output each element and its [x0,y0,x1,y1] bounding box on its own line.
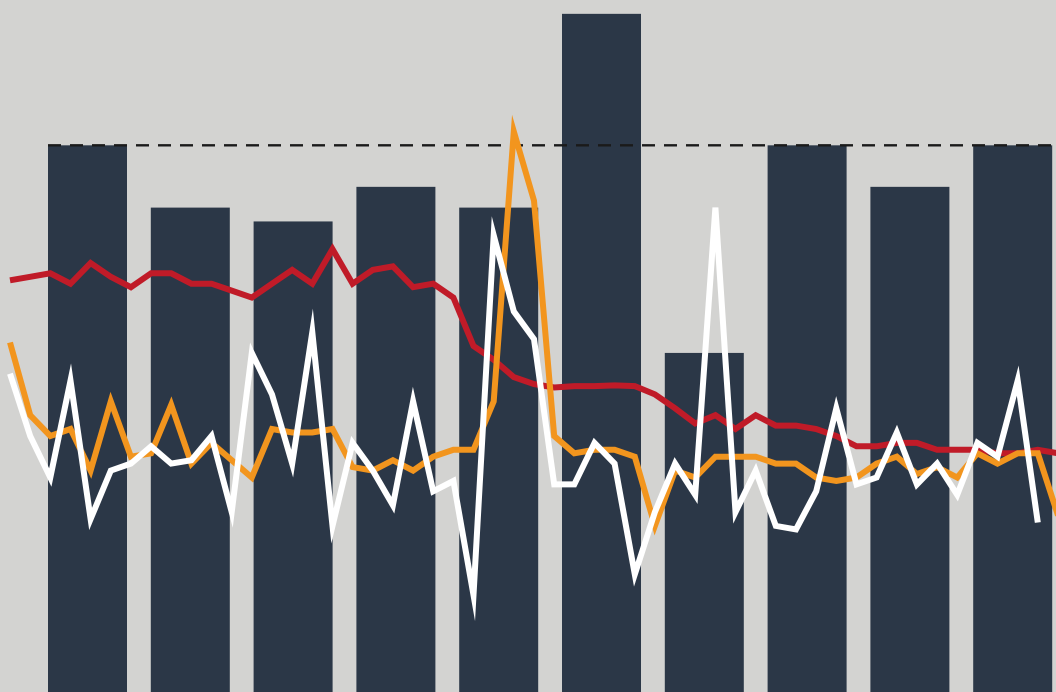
bar-6 [562,13,641,692]
series-line-3 [7,207,1041,622]
series-line-1 [9,243,1056,457]
bar-9 [870,186,950,692]
bar-10 [973,145,1053,692]
